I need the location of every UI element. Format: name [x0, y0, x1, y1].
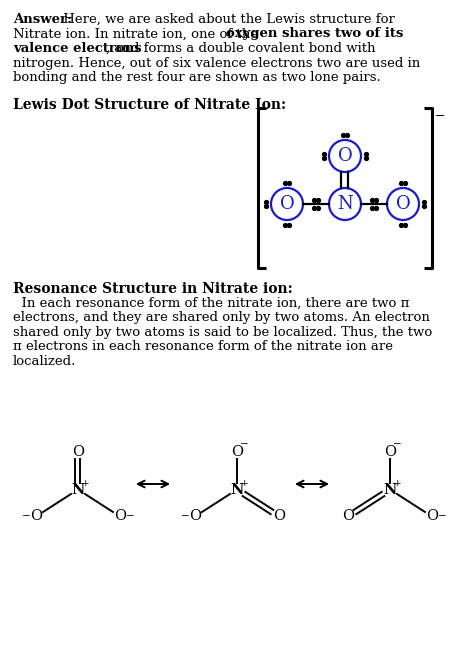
Text: O: O [114, 509, 126, 523]
Text: O: O [273, 509, 285, 523]
Text: O: O [337, 147, 352, 165]
Text: Nitrate ion. In nitrate ion, one of the: Nitrate ion. In nitrate ion, one of the [13, 27, 262, 40]
Text: N: N [337, 195, 353, 213]
Text: O: O [426, 509, 438, 523]
Text: bonding and the rest four are shown as two lone pairs.: bonding and the rest four are shown as t… [13, 71, 381, 84]
Text: O: O [30, 509, 42, 523]
Text: −: − [435, 110, 446, 123]
Text: Lewis Dot Structure of Nitrate Ion:: Lewis Dot Structure of Nitrate Ion: [13, 98, 286, 112]
Text: −: − [392, 440, 401, 450]
Text: O: O [384, 445, 396, 459]
Text: oxygen shares two of its: oxygen shares two of its [226, 27, 403, 40]
Text: O: O [396, 195, 410, 213]
Text: −: − [438, 513, 447, 521]
Text: O: O [342, 509, 354, 523]
Text: +: + [393, 480, 401, 488]
Text: −: − [181, 513, 190, 521]
Text: shared only by two atoms is said to be localized. Thus, the two: shared only by two atoms is said to be l… [13, 326, 432, 339]
Text: valence electrons: valence electrons [13, 42, 142, 55]
Text: Answer:: Answer: [13, 13, 72, 26]
Text: O: O [72, 445, 84, 459]
Text: nitrogen. Hence, out of six valence electrons two are used in: nitrogen. Hence, out of six valence elec… [13, 56, 420, 70]
Text: localized.: localized. [13, 355, 76, 368]
Text: electrons, and they are shared only by two atoms. An electron: electrons, and they are shared only by t… [13, 312, 430, 324]
Text: Resonance Structure in Nitrate ion:: Resonance Structure in Nitrate ion: [13, 282, 293, 296]
Text: −: − [240, 440, 248, 450]
Text: N: N [383, 483, 397, 497]
Text: −: − [126, 513, 134, 521]
Text: In each resonance form of the nitrate ion, there are two π: In each resonance form of the nitrate io… [13, 297, 410, 310]
Text: N: N [71, 483, 85, 497]
Text: O: O [231, 445, 243, 459]
Text: , and forms a double covalent bond with: , and forms a double covalent bond with [106, 42, 375, 55]
Text: Here, we are asked about the Lewis structure for: Here, we are asked about the Lewis struc… [59, 13, 395, 26]
Text: −: − [22, 513, 30, 521]
Text: N: N [230, 483, 244, 497]
Text: O: O [280, 195, 294, 213]
Text: +: + [240, 480, 248, 488]
Text: O: O [189, 509, 201, 523]
Text: π electrons in each resonance form of the nitrate ion are: π electrons in each resonance form of th… [13, 340, 393, 354]
Text: +: + [81, 480, 89, 488]
